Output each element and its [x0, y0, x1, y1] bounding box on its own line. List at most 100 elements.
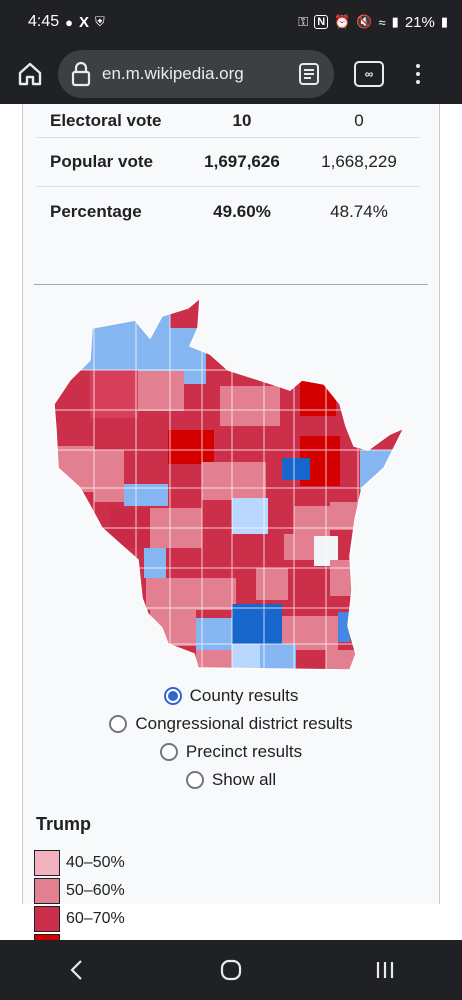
- tabs-button[interactable]: ∞: [354, 61, 384, 87]
- recents-icon: [376, 962, 394, 978]
- county-kenosha: [326, 650, 356, 670]
- county-eauclaire: [124, 484, 168, 506]
- wifi-icon: ≈: [378, 14, 386, 30]
- legend-label: 60–70%: [66, 910, 125, 927]
- county-menominee: [282, 458, 310, 480]
- option-county-results[interactable]: County results: [0, 682, 462, 710]
- option-congressional-district-results[interactable]: Congressional district results: [0, 710, 462, 738]
- row-label: Electoral vote: [50, 110, 162, 130]
- mute-icon: 🔇: [356, 14, 373, 29]
- page-content: Electoral vote 10 0 Popular vote 1,697,6…: [0, 104, 462, 940]
- county-lafayette: [196, 650, 232, 670]
- table-row: Percentage 49.60% 48.74%: [36, 187, 420, 236]
- option-precinct-results[interactable]: Precinct results: [0, 738, 462, 766]
- browser-toolbar: en.m.wikipedia.org ∞: [0, 44, 462, 104]
- x-logo-icon: X: [79, 13, 90, 31]
- radio-button[interactable]: [109, 715, 128, 733]
- county-stcroix: [94, 450, 124, 502]
- system-navigation-bar: [0, 940, 462, 1000]
- harris-value: 1,668,229: [321, 152, 397, 171]
- county-sawyer: [136, 371, 184, 411]
- back-button[interactable]: [47, 950, 107, 990]
- overflow-menu-button[interactable]: [410, 64, 426, 84]
- option-label: Congressional district results: [135, 714, 353, 733]
- legend-swatch: [34, 878, 60, 904]
- menu-dot: [416, 80, 420, 84]
- legend-swatch: [34, 934, 60, 940]
- legend-swatch: [34, 850, 60, 876]
- recents-button[interactable]: [355, 950, 415, 990]
- county-iowa: [196, 618, 232, 650]
- radio-button[interactable]: [159, 743, 178, 761]
- county-dane: [232, 604, 282, 644]
- trump-value: 1,697,626: [204, 152, 280, 171]
- legend-title: Trump: [36, 814, 92, 834]
- county-milwaukee: [338, 612, 350, 642]
- row-label: Percentage: [50, 201, 142, 221]
- key-icon: ⚿: [298, 14, 309, 29]
- county-lacrosse: [144, 548, 166, 578]
- legend-item: 40–50%: [34, 849, 125, 877]
- chat-bubble-icon: ●: [65, 14, 73, 30]
- legend-item: 50–60%: [34, 877, 125, 905]
- county-grant: [150, 610, 196, 646]
- county-richland: [146, 578, 236, 610]
- section-divider: [34, 284, 428, 285]
- home-nav-icon: [220, 959, 242, 981]
- home-nav-button[interactable]: [201, 950, 261, 990]
- reader-mode-button[interactable]: [296, 61, 322, 87]
- signal-icon: ▮: [391, 14, 399, 29]
- menu-dot: [416, 72, 420, 76]
- county-sheboygan: [330, 560, 358, 596]
- table-row: Popular vote 1,697,626 1,668,229: [36, 138, 420, 187]
- row-label: Popular vote: [50, 152, 153, 171]
- status-bar: 4:45 ● X ⛨ ⚿ N ⏰ 🔇 ≈ ▮ 21% ▮: [0, 0, 462, 44]
- battery-icon: ▮: [440, 14, 448, 29]
- tabs-count: ∞: [364, 67, 374, 81]
- option-label: Show all: [211, 770, 277, 789]
- lock-icon: [71, 61, 91, 87]
- battery-level: 21%: [404, 13, 435, 31]
- legend-item: [34, 933, 125, 940]
- back-icon: [70, 960, 82, 980]
- county-florence: [300, 380, 336, 416]
- county-green: [232, 644, 260, 670]
- county-kewaunee: [330, 502, 358, 530]
- option-label: Precinct results: [185, 742, 303, 761]
- radio-button-selected[interactable]: [163, 687, 182, 705]
- nfc-icon: N: [314, 15, 329, 29]
- url-text: en.m.wikipedia.org: [102, 64, 244, 83]
- county-waukesha: [312, 616, 338, 650]
- county-results-map[interactable]: [50, 296, 412, 678]
- alarm-icon: ⏰: [334, 14, 351, 29]
- legend: 40–50% 50–60% 60–70%: [34, 849, 125, 940]
- county-portage: [232, 498, 268, 534]
- results-table: Electoral vote 10 0 Popular vote 1,697,6…: [36, 104, 420, 236]
- county-columbia: [256, 568, 288, 600]
- home-icon: [18, 62, 42, 86]
- county-winnebago: [284, 534, 314, 560]
- county-marathon: [202, 462, 266, 500]
- county-oneida: [220, 386, 280, 426]
- state-outline: [53, 296, 406, 671]
- radio-button[interactable]: [185, 771, 204, 789]
- address-bar[interactable]: en.m.wikipedia.org: [58, 50, 334, 98]
- table-row: Electoral vote 10 0: [36, 104, 420, 138]
- legend-item: 60–70%: [34, 905, 125, 933]
- harris-value: 0: [354, 110, 364, 130]
- county-rock: [260, 644, 296, 670]
- trump-value: 10: [232, 110, 252, 130]
- shield-icon: ⛨: [95, 14, 105, 29]
- option-show-all[interactable]: Show all: [0, 766, 462, 794]
- map-options: County results Congressional district re…: [0, 682, 462, 794]
- county-washburn: [90, 370, 138, 418]
- county-bayfield: [136, 313, 170, 371]
- harris-value: 48.74%: [330, 201, 388, 221]
- option-label: County results: [189, 686, 299, 705]
- status-time: 4:45: [28, 13, 60, 30]
- wisconsin-map-svg: [53, 296, 406, 671]
- county-outagamie: [294, 506, 330, 536]
- home-button[interactable]: [10, 54, 50, 94]
- legend-swatch: [34, 906, 60, 932]
- county-taylor: [168, 430, 214, 464]
